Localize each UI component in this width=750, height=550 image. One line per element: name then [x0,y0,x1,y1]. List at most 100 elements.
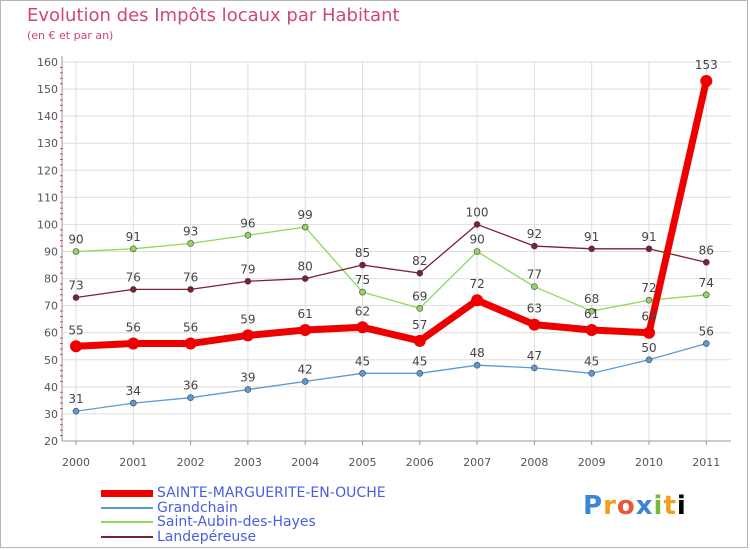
y-tick-label: 100 [37,218,58,231]
data-point-sainte-marguerite-en-ouche [241,329,254,342]
data-label-sainte-marguerite-en-ouche: 56 [183,321,198,335]
series-layer [70,74,713,415]
legend-label-landep-reuse: Landepéreuse [157,528,257,545]
data-label-grandchain: 36 [183,379,198,393]
data-label-saint-aubin-des-hayes: 99 [298,208,313,222]
legend-label-sainte-marguerite-en-ouche: SAINTE-MARGUERITE-EN-OUCHE [157,485,386,501]
data-label-landep-reuse: 82 [412,254,427,268]
data-point-saint-aubin-des-hayes [416,305,424,312]
data-label-landep-reuse: 91 [584,230,599,244]
y-tick-label: 70 [44,300,58,313]
data-point-saint-aubin-des-hayes [702,291,710,299]
data-point-grandchain [416,370,424,377]
y-tick-label: 60 [44,327,58,340]
x-tick-label: 2011 [692,456,720,469]
x-tick-label: 2009 [578,456,606,469]
data-point-landep-reuse [702,259,710,266]
y-tick-label: 90 [44,246,58,259]
data-label-landep-reuse: 91 [641,230,656,244]
data-label-saint-aubin-des-hayes: 93 [183,224,198,238]
data-point-saint-aubin-des-hayes [187,240,194,247]
legend-entry-landep-reuse: Landepéreuse [101,528,386,545]
data-label-sainte-marguerite-en-ouche: 60 [641,310,656,324]
data-point-saint-aubin-des-hayes [244,231,252,239]
data-point-landep-reuse [244,277,252,285]
data-label-sainte-marguerite-en-ouche: 153 [695,58,718,72]
y-tick-label: 160 [37,56,58,69]
logo-letter: o [616,491,636,521]
data-label-saint-aubin-des-hayes: 74 [699,276,714,290]
data-label-landep-reuse: 85 [355,246,370,260]
series-line-landep-reuse [75,223,707,299]
proxiti-logo: Proxiti [583,491,687,521]
legend-swatch-sainte-marguerite-en-ouche [101,489,153,497]
data-label-saint-aubin-des-hayes: 90 [469,233,484,247]
y-tick-label: 120 [37,164,58,177]
data-point-grandchain [359,370,366,377]
data-label-landep-reuse: 86 [699,243,714,257]
data-label-grandchain: 50 [641,341,656,355]
legend-label-grandchain: Grandchain [157,499,238,516]
logo-letter: r [603,491,617,521]
y-tick-label: 40 [44,381,58,394]
legend-entry-grandchain: Grandchain [101,499,386,516]
legend-entry-sainte-marguerite-en-ouche: SAINTE-MARGUERITE-EN-OUCHE [101,486,386,501]
data-point-sainte-marguerite-en-ouche [184,337,197,350]
y-tick-label: 150 [37,83,58,96]
data-label-sainte-marguerite-en-ouche: 59 [240,312,255,326]
data-point-landep-reuse [130,286,137,293]
legend-label-saint-aubin-des-hayes: Saint-Aubin-des-Hayes [157,514,316,530]
data-point-landep-reuse [531,242,538,250]
x-tick-label: 2001 [119,456,147,469]
data-point-sainte-marguerite-en-ouche [471,294,484,307]
data-point-saint-aubin-des-hayes [588,307,596,315]
data-label-landep-reuse: 79 [240,262,255,276]
y-tick-label: 30 [44,408,58,421]
legend-swatch-grandchain [101,506,153,509]
data-point-landep-reuse [588,245,596,253]
data-label-grandchain: 39 [240,371,255,385]
legend: SAINTE-MARGUERITE-EN-OUCHE Grandchain Sain… [101,486,386,544]
legend-swatch-landep-reuse [101,535,153,538]
chart-title: Evolution des Impôts locaux par Habitant [27,5,400,26]
y-tick-label: 50 [44,354,58,367]
data-label-sainte-marguerite-en-ouche: 62 [355,304,370,318]
data-point-grandchain [702,340,710,347]
data-label-grandchain: 48 [469,346,484,360]
data-label-saint-aubin-des-hayes: 91 [126,230,141,244]
data-point-sainte-marguerite-en-ouche [643,326,655,339]
data-label-sainte-marguerite-en-ouche: 72 [469,277,484,291]
data-label-grandchain: 42 [298,362,313,376]
data-label-sainte-marguerite-en-ouche: 56 [126,321,141,335]
data-point-landep-reuse [72,294,80,301]
chart-subtitle: (en € et par an) [27,29,114,42]
y-tick-label: 110 [37,191,58,204]
x-tick-label: 2010 [635,456,663,469]
x-tick-label: 2006 [406,456,434,469]
data-label-grandchain: 34 [126,384,141,398]
data-point-sainte-marguerite-en-ouche [127,337,140,350]
data-point-grandchain [531,364,538,372]
y-tick-label: 80 [44,273,58,286]
data-point-sainte-marguerite-en-ouche [528,318,541,331]
data-label-landep-reuse: 76 [183,270,198,284]
data-point-sainte-marguerite-en-ouche [299,324,312,337]
data-point-sainte-marguerite-en-ouche [700,74,713,87]
grid-layer [62,61,731,442]
data-point-saint-aubin-des-hayes [72,248,80,255]
data-point-sainte-marguerite-en-ouche [585,324,598,337]
logo-letter: t [663,491,677,521]
data-point-saint-aubin-des-hayes [301,223,309,231]
data-point-landep-reuse [416,269,424,277]
data-label-saint-aubin-des-hayes: 90 [68,233,83,247]
data-label-layer: 31 34 36 39 42 45 45 48 47 45 50 56 90 91 93 96 99 75 69 90… [68,58,717,406]
logo-letter: x [635,491,654,521]
axis-layer: 20 30 40 50 60 70 80 90 100 110 120 130 140 150 160 200… [37,56,731,469]
x-tick-label: 2003 [234,456,262,469]
data-point-grandchain [473,361,481,369]
x-tick-label: 2008 [520,456,548,469]
data-label-grandchain: 31 [68,392,83,406]
data-label-sainte-marguerite-en-ouche: 61 [298,307,313,321]
logo-letter: i [653,491,664,521]
data-label-saint-aubin-des-hayes: 77 [527,268,542,282]
